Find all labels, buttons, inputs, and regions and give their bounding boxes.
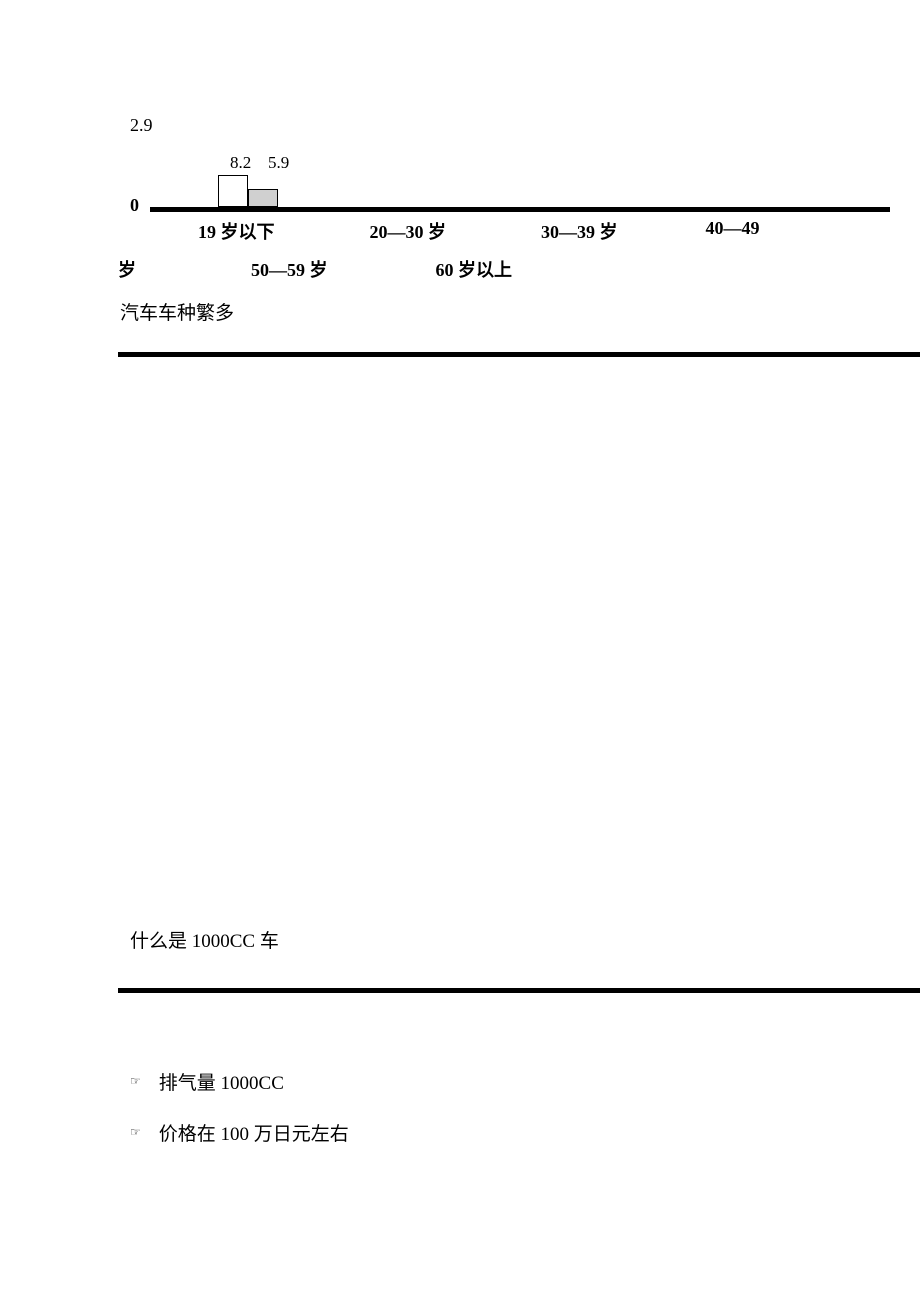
x-category-7: 60 岁以上 bbox=[436, 256, 513, 282]
chart-bar-1 bbox=[218, 175, 248, 207]
bar-value-2: 5.9 bbox=[268, 153, 289, 173]
chart-top-value: 2.9 bbox=[130, 115, 153, 136]
section-title-2: 什么是 1000CC 车 bbox=[130, 926, 279, 953]
x-axis-labels: 19 岁以下 20—30 岁 30—39 岁 40—49 岁 50—59 岁 6… bbox=[118, 218, 888, 282]
section-title-1: 汽车车种繁多 bbox=[120, 298, 234, 325]
x-axis-line bbox=[150, 207, 890, 212]
x-category-6: 50—59 岁 bbox=[251, 256, 328, 282]
x-category-2: 20—30 岁 bbox=[370, 218, 447, 244]
list-item: ☞ 价格在 100 万日元左右 bbox=[130, 1119, 349, 1146]
section-divider-2 bbox=[118, 988, 920, 993]
bullet-text-1: 排气量 1000CC bbox=[159, 1068, 284, 1095]
x-category-3: 30—39 岁 bbox=[541, 218, 618, 244]
bullet-list: ☞ 排气量 1000CC ☞ 价格在 100 万日元左右 bbox=[130, 1068, 349, 1170]
age-chart: 2.9 0 8.2 5.9 bbox=[130, 115, 890, 215]
bullet-text-2: 价格在 100 万日元左右 bbox=[159, 1119, 349, 1146]
x-category-5: 岁 bbox=[118, 256, 136, 282]
pointer-icon: ☞ bbox=[130, 1125, 141, 1140]
x-category-4: 40—49 bbox=[706, 218, 760, 244]
chart-bar-2 bbox=[248, 189, 278, 207]
list-item: ☞ 排气量 1000CC bbox=[130, 1068, 349, 1095]
pointer-icon: ☞ bbox=[130, 1074, 141, 1089]
section-divider-1 bbox=[118, 352, 920, 357]
x-category-1: 19 岁以下 bbox=[198, 218, 275, 244]
bar-value-1: 8.2 bbox=[230, 153, 251, 173]
y-axis-zero: 0 bbox=[130, 195, 139, 216]
